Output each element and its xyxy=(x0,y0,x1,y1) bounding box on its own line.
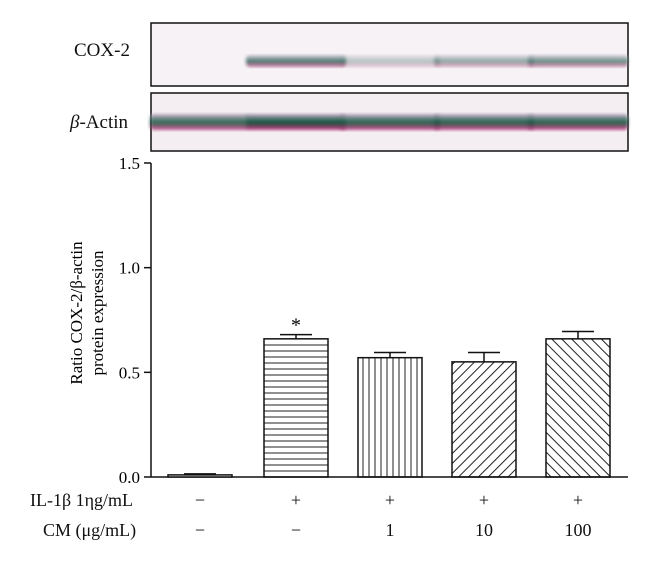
blot-band xyxy=(246,55,346,67)
il1b-cell: + xyxy=(384,490,396,510)
il1b-row-label: IL-1β 1ηg/mL xyxy=(30,490,134,510)
cox2-bands xyxy=(246,55,628,67)
cm-cell: − xyxy=(290,520,302,540)
cox2-blot-panel xyxy=(150,22,629,87)
y-tick-label: 1.5 xyxy=(119,154,140,173)
y-tick-label: 0.0 xyxy=(119,468,140,487)
bar xyxy=(263,338,329,478)
y-axis-title-line1: Ratio COX-2/β-actin xyxy=(67,241,86,385)
il1b-cell: − xyxy=(194,490,206,510)
significance-mark: * xyxy=(291,315,301,337)
blot-band xyxy=(150,114,250,130)
blot-band xyxy=(528,114,628,130)
y-tick-label: 0.5 xyxy=(119,363,140,382)
cm-cell: 100 xyxy=(564,520,592,540)
blot-band xyxy=(434,55,534,67)
il1b-cell: + xyxy=(290,490,302,510)
cm-row-label: CM (μg/mL) xyxy=(43,520,137,540)
actin-label-text: -Actin xyxy=(79,112,129,133)
bar xyxy=(451,361,517,478)
blot-band xyxy=(340,55,440,67)
blot-band xyxy=(528,55,628,67)
cox2-blot-label: COX-2 xyxy=(74,40,130,61)
blot-band xyxy=(434,114,534,130)
blot-band xyxy=(340,114,440,130)
y-axis-title-line2: protein expression xyxy=(88,250,107,376)
actin-greek: β xyxy=(70,112,80,133)
actin-bands xyxy=(150,114,628,130)
il1b-cell: + xyxy=(572,490,584,510)
bar xyxy=(357,356,423,478)
y-tick-label: 1.0 xyxy=(119,259,140,278)
cm-cell: 10 xyxy=(475,520,493,540)
bars: * xyxy=(167,315,611,478)
cm-cell: 1 xyxy=(385,520,395,540)
y-ticks: 0.0 0.5 1.0 1.5 xyxy=(119,154,151,487)
blot-band xyxy=(246,114,346,130)
actin-blot-label: β-Actin xyxy=(70,112,128,134)
cm-cell: − xyxy=(194,520,206,540)
bar xyxy=(167,474,233,478)
il1b-cell: + xyxy=(478,490,490,510)
bar xyxy=(545,338,611,478)
